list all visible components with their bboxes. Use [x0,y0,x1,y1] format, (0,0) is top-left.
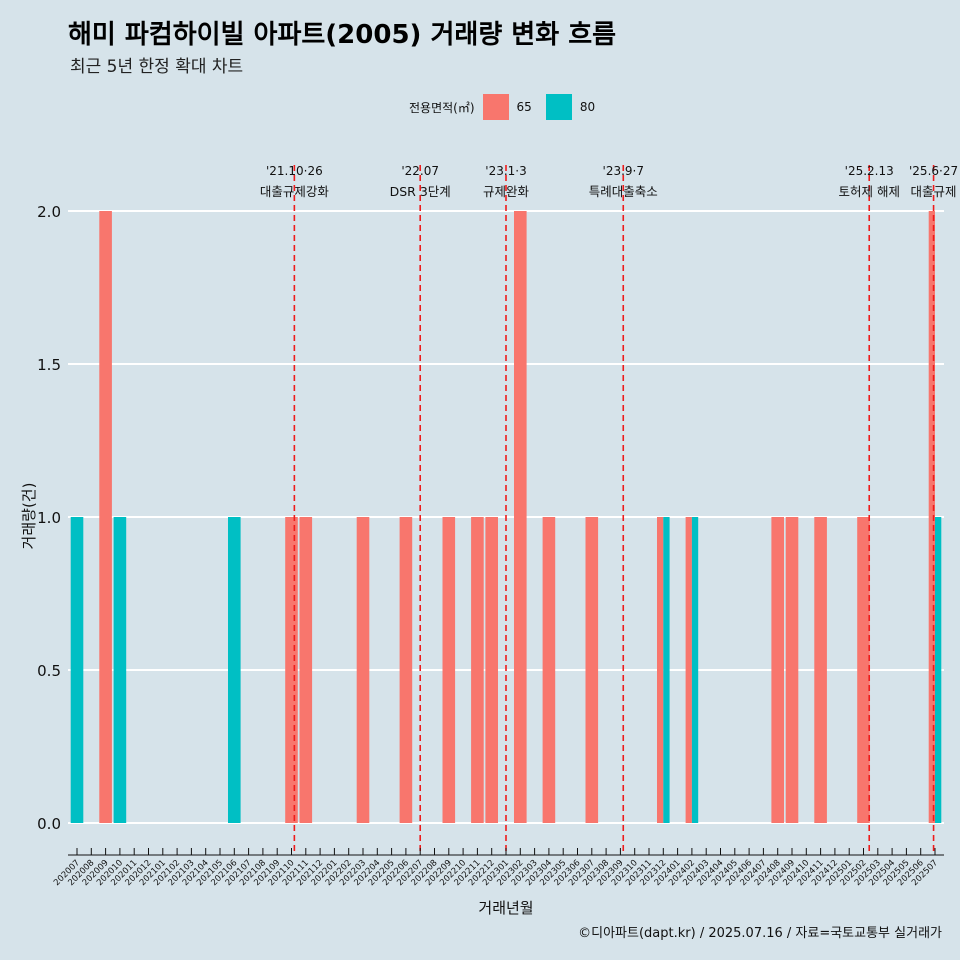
bar-202502-65 [857,517,870,823]
event-date: '23.9·7 [603,164,644,178]
y-tick-label: 0.5 [37,662,61,680]
bar-202106-80 [228,517,241,823]
event-label: 토허제 해제 [838,184,899,199]
y-axis-label: 거래량(건) [20,483,38,550]
event-label: DSR 3단계 [390,184,451,199]
bar-202206-65 [399,517,413,823]
bar-202408-65 [771,517,784,823]
event-date: '21.10·26 [266,164,323,178]
legend-label-80: 80 [579,100,596,114]
x-axis-label: 거래년월 [478,899,533,917]
event-date: '25.6·27 [909,164,958,178]
legend-label-65: 65 [516,100,532,114]
legend: 전용면적(㎡) 65 80 [409,94,601,120]
event-date: '25.2.13 [845,164,894,178]
y-tick-label: 1.0 [37,509,61,527]
legend-swatch-80 [545,94,572,120]
bar-202111-65 [299,517,313,823]
bar-202304-65 [542,517,556,823]
bar-202212-65 [485,517,498,823]
bar-202009-65 [99,211,112,823]
bar-202312-65 [657,517,664,823]
bar-202209-65 [442,517,456,823]
bar-202110-65 [285,517,298,823]
legend-title: 전용면적(㎡) [409,100,475,115]
event-date: '23.1·3 [485,164,526,178]
bar-202411-65 [814,517,827,823]
event-date: '22.07 [401,164,439,178]
bar-202402-80 [691,517,699,823]
bar-202211-65 [471,517,484,823]
bar-202307-65 [585,517,599,823]
bar-202402-65 [685,517,692,823]
y-tick-label: 2.0 [37,203,61,221]
source-caption: ©디아파트(dapt.kr) / 2025.07.16 / 자료=국토교통부 실… [578,926,942,941]
event-label: 대출규제강화 [260,184,330,199]
bar-202010-80 [113,517,127,823]
bar-202312-80 [663,517,670,823]
bar-202507-65 [928,211,935,823]
chart-subtitle: 최근 5년 한정 확대 차트 [70,57,244,77]
y-tick-label: 0.0 [37,815,61,833]
event-label: 규제완화 [483,184,530,199]
bar-202409-65 [785,517,799,823]
event-label: 특례대출축소 [589,184,658,199]
event-label: 대출규제 [911,184,957,199]
y-tick-label: 1.5 [37,356,61,374]
bar-202007-80 [70,517,84,823]
bar-202302-65 [514,211,527,823]
bar-202507-80 [935,517,942,823]
legend-swatch-65 [482,94,509,120]
chart-title: 해미 파컴하이빌 아파트(2005) 거래량 변화 흐름 [68,20,617,50]
bar-202203-65 [356,517,370,823]
